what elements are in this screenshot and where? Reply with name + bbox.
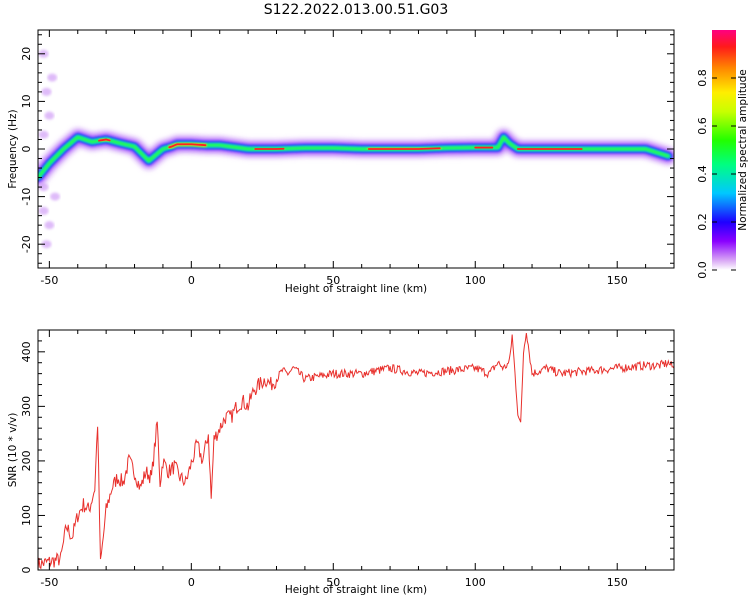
spectrogram-noise-blob xyxy=(44,221,55,230)
x-tick-label: 100 xyxy=(465,274,486,287)
spectrogram-ridge xyxy=(38,49,674,249)
colorbar-tick-label: 0.2 xyxy=(696,213,709,231)
spectrogram-noise-blob xyxy=(41,240,52,249)
y-tick-label: 100 xyxy=(20,505,33,526)
ridge-red xyxy=(367,147,441,150)
spectrogram-panel: -50 0 50 100 150 -20 -10 0 10 20 Height of strai… xyxy=(7,29,675,295)
colorbar: 0.0 0.2 0.4 0.6 0.8 Normalized spectral ampl… xyxy=(696,30,749,279)
spectrogram-noise-blob xyxy=(38,206,49,215)
ridge-red xyxy=(98,138,111,142)
spectrogram-noise-blob xyxy=(44,111,55,120)
x-tick-label: 150 xyxy=(607,274,628,287)
y-tick-label: 20 xyxy=(20,47,33,61)
colorbar-tick-label: 0.0 xyxy=(696,261,709,279)
colorbar-tick-label: 0.4 xyxy=(696,165,709,183)
x-tick-label: 0 xyxy=(188,576,195,589)
snr-y-label: SNR (10 * v/v) xyxy=(7,413,19,488)
figure-title: S122.2022.013.00.51.G03 xyxy=(264,2,449,18)
colorbar-label: Normalized spectral amplitude xyxy=(737,69,749,230)
snr-panel: -50 0 50 100 150 0 100 200 300 400 Height of str… xyxy=(7,329,675,596)
y-tick-label: 300 xyxy=(20,396,33,417)
x-tick-label: 50 xyxy=(326,576,340,589)
snr-series-line xyxy=(38,332,674,570)
spectrogram-y-label: Frequency (Hz) xyxy=(7,109,19,188)
snr-y-ticks: 0 100 200 300 400 xyxy=(20,329,674,574)
snr-x-ticks: -50 0 50 100 150 xyxy=(40,330,675,589)
x-tick-label: 100 xyxy=(465,576,486,589)
spectrogram-x-label: Height of straight line (km) xyxy=(285,283,427,295)
spectrogram-noise-blob xyxy=(50,192,61,201)
y-tick-label: -20 xyxy=(20,235,33,253)
snr-frame xyxy=(37,329,675,571)
x-tick-label: -50 xyxy=(40,576,58,589)
colorbar-gradient xyxy=(712,30,736,270)
ridge-red xyxy=(168,143,207,149)
y-tick-label: 400 xyxy=(20,341,33,362)
x-tick-label: 0 xyxy=(188,274,195,287)
y-tick-label: 10 xyxy=(20,94,33,108)
spectrogram-y-ticks: -20 -10 0 10 20 xyxy=(20,34,674,264)
y-tick-label: -10 xyxy=(20,188,33,206)
x-tick-label: 50 xyxy=(326,274,340,287)
snr-x-label: Height of straight line (km) xyxy=(285,584,427,596)
snr-plot-area xyxy=(38,332,674,570)
y-tick-label: 0 xyxy=(20,567,33,574)
spectrogram-noise-blob xyxy=(38,130,49,139)
x-tick-label: 150 xyxy=(607,576,628,589)
x-tick-label: -50 xyxy=(40,274,58,287)
spectrogram-noise-blob xyxy=(38,183,49,192)
spectrogram-x-ticks: -50 0 50 100 150 xyxy=(40,30,675,287)
y-tick-label: 200 xyxy=(20,450,33,471)
colorbar-tick-label: 0.8 xyxy=(696,69,709,87)
spectrogram-noise-blob xyxy=(47,73,58,82)
colorbar-tick-label: 0.6 xyxy=(696,117,709,135)
y-tick-label: 0 xyxy=(20,146,33,153)
colorbar-ticks: 0.0 0.2 0.4 0.6 0.8 xyxy=(696,69,736,279)
spectrogram-noise-blob xyxy=(41,87,52,96)
